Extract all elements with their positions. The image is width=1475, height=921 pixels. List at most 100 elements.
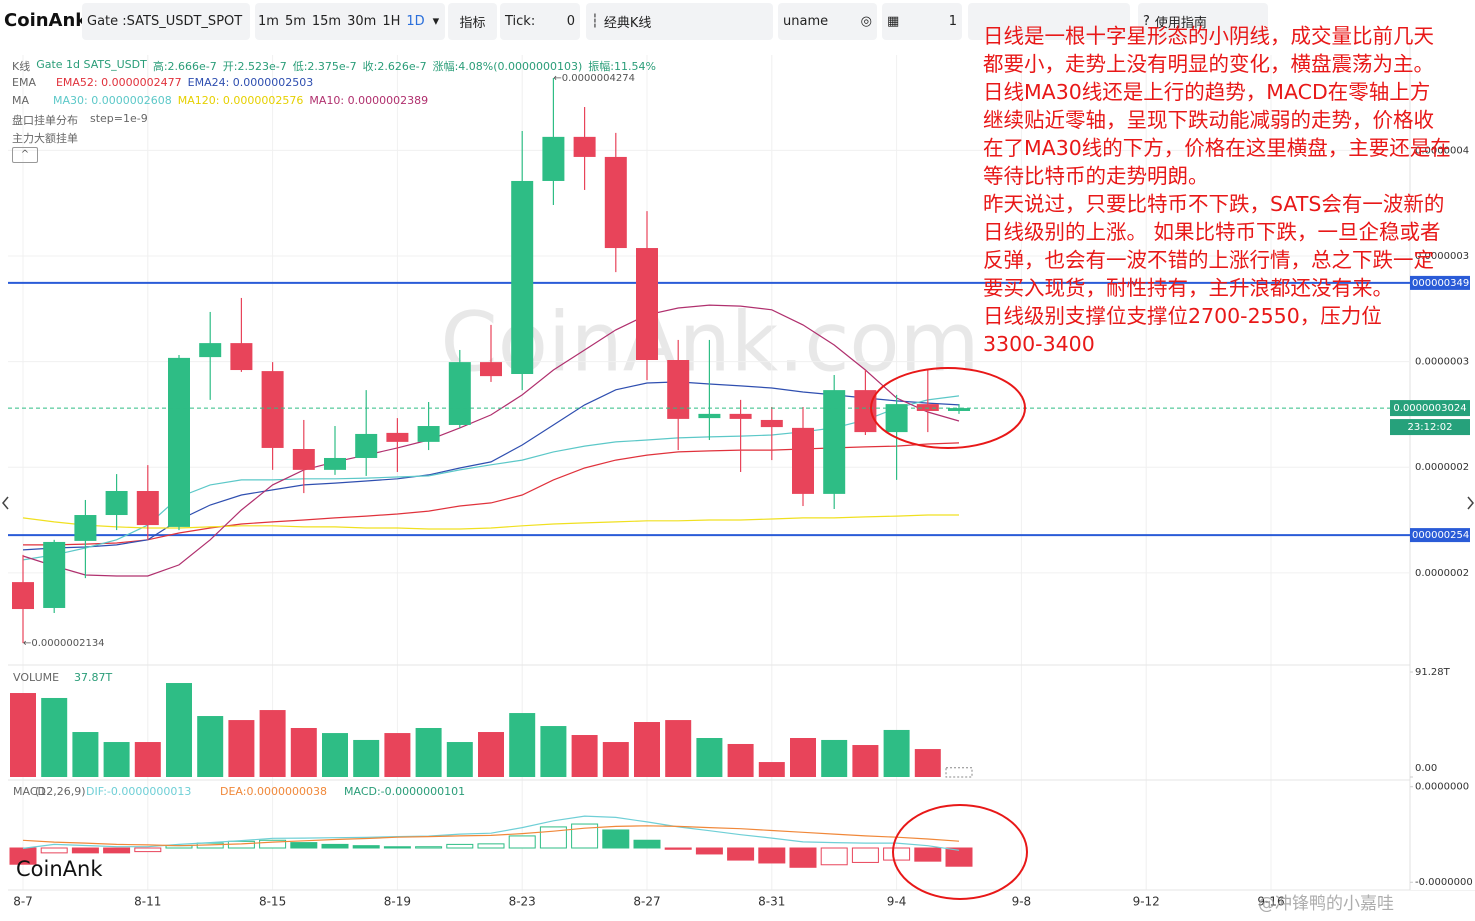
y-tick-label: 0.0000002 [1415, 462, 1469, 473]
annotation-line: 日线级别支撑位支撑位2700-2550，压力位 [983, 304, 1382, 328]
macd-bar [571, 823, 599, 849]
date-label: 8-19 [384, 895, 411, 909]
countdown-tag [1390, 419, 1470, 436]
volume-bar [852, 745, 879, 777]
macd-bar [40, 847, 68, 854]
symbol-box[interactable]: Gate :SATS_USDT_SPOT [82, 3, 250, 40]
style-box[interactable]: ┆ 经典K线 [586, 3, 773, 40]
info-item: K线 [12, 60, 31, 73]
collapse-button[interactable]: ^ [12, 147, 38, 163]
layout-box[interactable]: ▦ 1 [882, 3, 962, 40]
ema-row: EMA EMA52: 0.0000002477 EMA24: 0.000000250… [12, 76, 313, 89]
info-item: 收:2.626e-7 [362, 60, 427, 73]
date-label: 9-8 [1012, 895, 1032, 909]
scroll-right [1467, 496, 1474, 510]
macd-bar [633, 839, 661, 849]
info-item: Gate 1d SATS_USDT [36, 58, 147, 71]
annotation-line: 3300-3400 [983, 332, 1095, 356]
tick-value: 0 [566, 14, 575, 29]
volume-bar [290, 727, 317, 777]
candle-body [105, 490, 128, 516]
chart-style: 经典K线 [603, 16, 652, 31]
date-label: 8-15 [259, 895, 286, 909]
candle-body [480, 362, 502, 377]
volume-bar [197, 716, 224, 777]
volume-bar [10, 693, 36, 777]
interval-box[interactable]: 1m 5m 15m 30m 1H 1D ▾ [255, 3, 445, 40]
guide-icon: ? [1143, 14, 1150, 29]
search-box[interactable] [968, 3, 1130, 40]
candle-body [386, 432, 409, 442]
candle-body [542, 136, 565, 181]
ma-label: MA [12, 94, 30, 107]
volume-title: VOLUME [13, 671, 59, 684]
volume-bar [758, 762, 785, 777]
candle-body [136, 490, 159, 526]
date-label: 9-12 [1133, 895, 1160, 909]
highlight-circle [870, 367, 1026, 449]
date-label: 9-4 [887, 895, 907, 909]
volume-bar [384, 733, 411, 777]
high-label: ←0.0000004274 [553, 73, 635, 84]
interval: 1m [258, 14, 279, 29]
ma-item: MA120: 0.0000002576 [177, 94, 304, 107]
annotation-line: 在了MA30线的下方，价格在这里横盘，主要还是在 [983, 136, 1451, 160]
annotation-line: 日线是一根十字星形态的小阴线，成交量比前几天 [983, 24, 1434, 48]
volume-bar [945, 767, 973, 778]
price-level-tag [1410, 275, 1470, 290]
macd-tick-label: 0.0000000 [1415, 782, 1469, 793]
macd-bar [727, 847, 755, 861]
volume-current: 37.87T [74, 671, 112, 684]
tick-box[interactable]: Tick: 0 [500, 3, 580, 40]
volume-bar [883, 729, 910, 777]
macd-bar [758, 847, 786, 864]
macd-bar [134, 847, 162, 853]
user-box[interactable]: uname ◎ [778, 3, 877, 40]
annotation-line: 反弹，也会有一波不错的上涨行情，总之下跌一定 [983, 248, 1434, 272]
macd-bar [664, 847, 692, 850]
volume-bar [634, 722, 660, 777]
annotation-line: 要买入现货，耐性持有，主升浪都还没有来。 [983, 276, 1393, 300]
candle-body [760, 419, 783, 428]
grid-icon: ▦ [887, 14, 900, 29]
info-item: 涨幅:4.08%(0.0000000103) [432, 60, 583, 73]
annotation-line: 日线MA30线还是上行的趋势，MACD在零轴上方 [983, 80, 1431, 104]
macd-bar [259, 839, 287, 849]
layout-count: 1 [948, 14, 957, 29]
volume-bar [134, 742, 161, 777]
low-label: ←0.0000002134 [23, 638, 105, 649]
candle-body [604, 156, 627, 249]
y-tick-label: 0.0000003 [1415, 357, 1469, 368]
volume-tick-label: 91.28T [1415, 667, 1451, 678]
ema-label: EMA [12, 76, 36, 89]
candle-body [948, 408, 970, 411]
candle-body [292, 449, 315, 470]
price-tag [1390, 400, 1470, 417]
volume-bar [696, 738, 723, 777]
candle-body [573, 136, 596, 157]
macd-bar [321, 843, 349, 849]
macd-bar [820, 847, 848, 866]
candle-body [74, 515, 97, 541]
date-label: 9-16 [1257, 895, 1284, 909]
macd-bar [945, 847, 973, 867]
candle-body [261, 371, 284, 448]
macd-bar [446, 843, 474, 849]
candle-body [324, 457, 346, 470]
annotation-line: 昨天说过，只要比特币不下跌，SATS会有一波新的 [983, 192, 1445, 216]
candle-body [448, 362, 471, 425]
candle-body [168, 357, 190, 527]
candle-body [916, 404, 939, 411]
candle-body [199, 343, 222, 358]
scroll-left [2, 496, 9, 510]
volume-bar [228, 720, 255, 777]
dea-line [22, 825, 960, 847]
symbol: Gate :SATS_USDT_SPOT [87, 14, 243, 29]
guide-button[interactable]: ? 使用指南 [1138, 3, 1268, 40]
volume-bar [509, 713, 536, 777]
candle-body [355, 433, 378, 458]
interval: 1H [382, 14, 401, 29]
indicator-button[interactable]: 指标 [448, 3, 497, 40]
macd-bar [508, 835, 536, 849]
macd-tick-label: -0.0000000 [1415, 877, 1473, 888]
